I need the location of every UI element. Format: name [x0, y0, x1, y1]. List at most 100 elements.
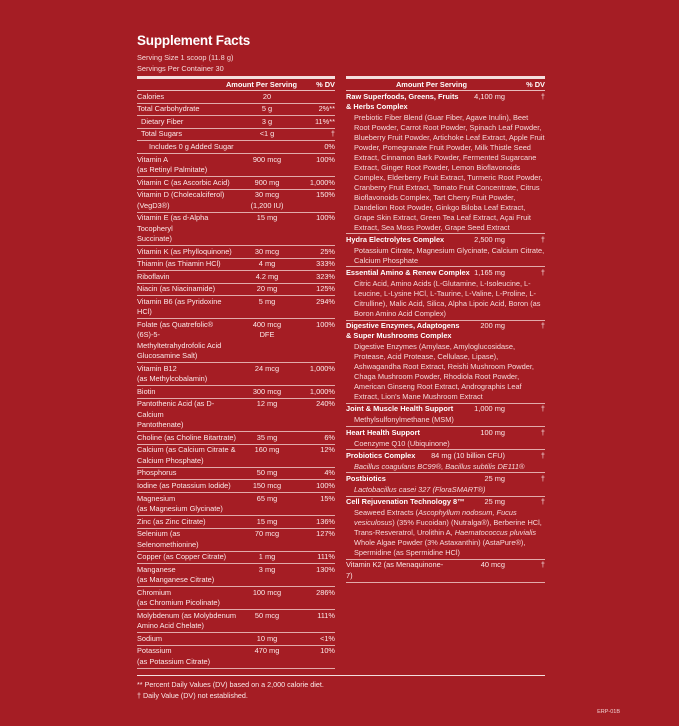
section-name: Heart Health Support — [346, 427, 420, 437]
table-row: Potassium (as Potassium Citrate) 470 mg 10… — [137, 646, 335, 669]
section-header: Digestive Enzymes, Adaptogens & Super Mu… — [346, 321, 545, 341]
nutrient-dv: 2%** — [318, 104, 335, 114]
nutrient-dv: 240% — [316, 399, 335, 409]
section-name: Postbiotics — [346, 473, 386, 483]
section-amount: 1,165 mg — [474, 267, 505, 277]
product-code: ERP-01B — [597, 708, 620, 715]
nutrient-name: Vitamin D (Cholecalciferol) (VegD3®) — [137, 190, 225, 210]
ingredient-section: Raw Superfoods, Greens, Fruits & Herbs C… — [346, 91, 545, 235]
table-row: Total Sugars <1 g † — [137, 129, 335, 142]
nutrient-name: Vitamin A (as Retinyl Palmitate) — [137, 154, 208, 174]
section-amount: 2,500 mg — [474, 234, 505, 244]
section-dv: † — [540, 450, 545, 460]
table-row: Chromium (as Chromium Picolinate) 100 mcg… — [137, 587, 335, 611]
section-header: Essential Amino & Renew Complex 1,165 mg † — [346, 268, 545, 278]
ingredient-section: Postbiotics 25 mg † Lactobacillus casei 327… — [346, 473, 545, 497]
section-ingredients: Coenzyme Q10 (Ubiquinone) — [346, 438, 545, 449]
label-title: Supplement Facts — [137, 33, 251, 48]
ingredient-text: Whole Algae Powder (3% Astaxanthin) (Ast… — [354, 538, 526, 558]
nutrient-amount: 4 mg — [258, 259, 276, 269]
footnotes: ** Percent Daily Values (DV) based on a … — [137, 674, 545, 701]
nutrient-dv: 111% — [317, 552, 335, 562]
facts-columns: Amount Per Serving % DV Calories 20 Total … — [137, 76, 545, 669]
table-row: Vitamin E (as d-Alpha Tocopheryl Succina… — [137, 213, 335, 246]
ingredient-text: Seaweed Extracts ( — [354, 508, 419, 518]
left-rows: Calories 20 Total Carbohydrate 5 g 2%** Dieta… — [137, 91, 335, 669]
nutrient-dv: 111% — [317, 610, 335, 620]
nutrient-amount: 900 mg — [254, 177, 280, 187]
nutrient-dv: 0% — [324, 141, 335, 151]
nutrient-name: Vitamin K (as Phylloquinone) — [137, 246, 232, 256]
nutrient-name: Vitamin B12 (as Methylcobalamin) — [137, 363, 208, 384]
nutrient-amount: 10 mg — [256, 633, 278, 643]
nutrient-dv: 136% — [316, 516, 335, 526]
table-row: Choline (as Choline Bitartrate) 35 mg 6% — [137, 432, 335, 445]
section-dv: † — [540, 321, 545, 331]
table-row: Total Carbohydrate 5 g 2%** — [137, 104, 335, 117]
nutrient-name: Calories — [137, 91, 165, 101]
section-header: Joint & Muscle Health Support 1,000 mg † — [346, 404, 545, 414]
amount-header: Amount Per Serving — [395, 80, 467, 89]
dv-header: % DV — [526, 80, 545, 89]
nutrient-name: Biotin — [137, 386, 156, 396]
table-row: Vitamin C (as Ascorbic Acid) 900 mg 1,000% — [137, 177, 335, 190]
nutrient-amount: 30 mcg — [254, 246, 280, 256]
nutrient-name: Includes 0 g Added Sugar — [149, 141, 234, 151]
nutrient-dv: 10% — [320, 646, 335, 656]
table-row: Calcium (as Calcium Citrate & Calcium Ph… — [137, 445, 335, 468]
nutrient-name: Potassium (as Potassium Citrate) — [137, 646, 211, 666]
nutrient-name: Magnesium (as Magnesium Glycinate) — [137, 493, 223, 513]
nutrient-amount: 5 g — [261, 104, 273, 114]
table-row: Zinc (as Zinc Citrate) 15 mg 136% — [137, 516, 335, 529]
section-header: Heart Health Support 100 mg † — [346, 428, 545, 438]
nutrient-amount: 5 mg — [258, 296, 276, 306]
nutrient-dv: 127% — [316, 529, 335, 539]
section-ingredients: Lactobacillus casei 327 (FloraSMART®) — [346, 484, 545, 495]
nutrient-table-right: Amount Per Serving % DV Raw Superfoods, … — [346, 76, 545, 583]
section-ingredients: Prebiotic Fiber Blend (Guar Fiber, Agave… — [346, 112, 545, 233]
section-amount: 4,100 mg — [474, 91, 505, 101]
serving-size: Serving Size 1 scoop (11.8 g) — [137, 53, 234, 62]
table-row: Phosphorus 50 mg 4% — [137, 468, 335, 481]
table-row: Pantothenic Acid (as D-Calcium Pantothen… — [137, 399, 335, 433]
nutrient-name: Folate (as Quatrefolic® (6S)-5- Methylte… — [137, 319, 222, 361]
nutrient-amount: 15 mg — [256, 213, 278, 223]
table-row: Manganese (as Manganese Citrate) 3 mg 130% — [137, 564, 335, 588]
section-name: Essential Amino & Renew Complex — [346, 267, 470, 277]
right-sections: Raw Superfoods, Greens, Fruits & Herbs C… — [346, 91, 545, 560]
nutrient-dv: 12% — [320, 445, 335, 455]
nutrient-dv: 1,000% — [309, 386, 335, 396]
nutrient-amount: 70 mcg — [254, 529, 280, 539]
nutrient-dv: 1,000% — [309, 363, 335, 373]
table-row: Dietary Fiber 3 g 11%** — [137, 116, 335, 129]
section-amount: 200 mg — [480, 321, 505, 331]
nutrient-amount: 12 mg — [256, 399, 278, 409]
nutrient-dv: 286% — [316, 587, 335, 597]
section-ingredients: Methylsulfonylmethane (MSM) — [346, 414, 545, 425]
section-ingredients: Bacillus coagulans BC99®, Bacillus subti… — [346, 461, 545, 472]
ingredient-text: Lactobacillus casei 327 (FloraSMART®) — [354, 484, 486, 494]
section-ingredients: Potassium Citrate, Magnesium Glycinate, … — [346, 245, 545, 266]
nutrient-amount: 300 mcg — [252, 386, 282, 396]
section-dv: † — [540, 497, 545, 507]
section-dv: † — [540, 473, 545, 483]
nutrient-amount: 50 mg — [256, 468, 278, 478]
table-row: Calories 20 — [137, 91, 335, 104]
nutrient-amount: 65 mg — [256, 493, 278, 503]
ingredient-text: Methylsulfonylmethane (MSM) — [354, 415, 454, 425]
nutrient-name: Total Sugars — [141, 129, 183, 139]
section-amount: 100 mg — [480, 427, 505, 437]
nutrient-dv: 6% — [324, 432, 335, 442]
nutrient-amount: 24 mcg — [254, 363, 280, 373]
nutrient-name: Selenium (as Selenomethionine) — [137, 529, 199, 549]
nutrient-name: Vitamin K2 (as Menaquinone-7) — [346, 560, 444, 580]
table-row: Magnesium (as Magnesium Glycinate) 65 mg 1… — [137, 493, 335, 516]
nutrient-dv: † — [540, 560, 545, 570]
nutrient-name: Sodium — [137, 633, 163, 643]
section-amount: 25 mg — [484, 497, 505, 507]
nutrient-dv: † — [330, 129, 335, 139]
nutrient-amount: 20 mg — [256, 284, 278, 294]
table-row: Folate (as Quatrefolic® (6S)-5- Methylte… — [137, 319, 335, 364]
table-row: Selenium (as Selenomethionine) 70 mcg 127% — [137, 529, 335, 552]
nutrient-amount: 100 mcg — [252, 587, 282, 597]
